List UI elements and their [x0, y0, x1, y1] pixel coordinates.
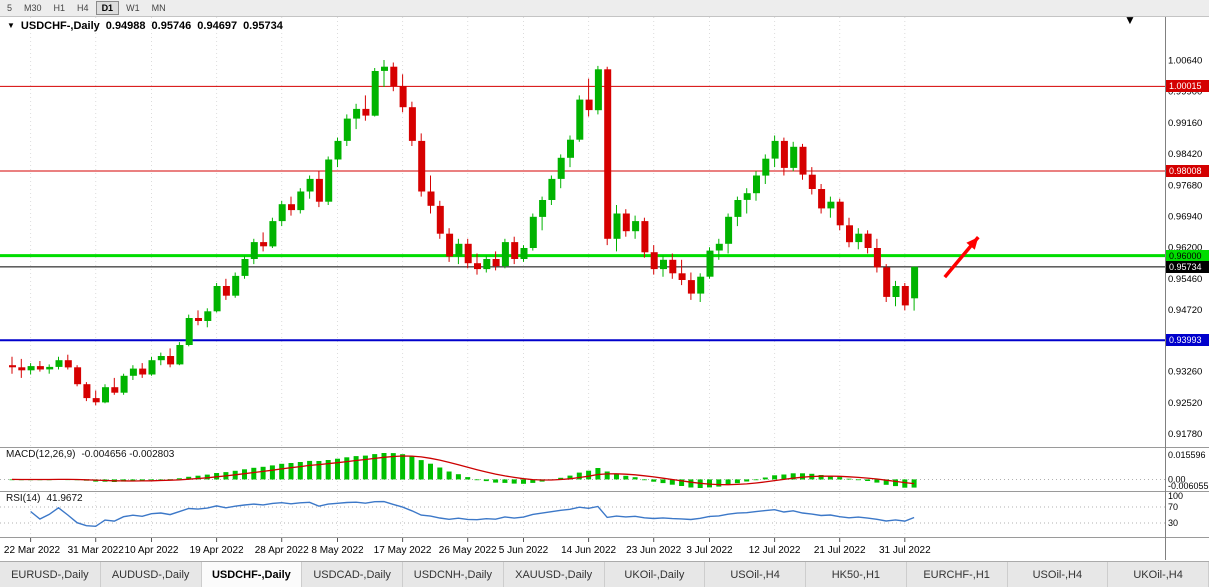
candles-layer — [0, 60, 1165, 406]
svg-text:19 Apr 2022: 19 Apr 2022 — [190, 545, 244, 556]
svg-text:21 Jul 2022: 21 Jul 2022 — [814, 545, 866, 556]
macd-panel: 0.015596 0.00-0.006055 — [0, 450, 1209, 491]
svg-text:28 Apr 2022: 28 Apr 2022 — [255, 545, 309, 556]
svg-text:70: 70 — [1168, 502, 1178, 512]
svg-text:0.97680: 0.97680 — [1168, 180, 1202, 191]
ohlc-low: 0.94697 — [197, 20, 238, 32]
chart-tab-audusd-daily[interactable]: AUDUSD-,Daily — [101, 562, 202, 587]
svg-text:0.92520: 0.92520 — [1168, 398, 1202, 409]
svg-text:0.015596: 0.015596 — [1168, 450, 1206, 460]
timeframe-toolbar: 5 M30 H1 H4 D1 W1 MN — [0, 0, 1209, 17]
svg-text:26 May 2022: 26 May 2022 — [439, 545, 497, 556]
svg-text:22 Mar 2022: 22 Mar 2022 — [4, 545, 61, 556]
ohlc-close: 0.95734 — [243, 20, 283, 32]
svg-text:-0.006055: -0.006055 — [1168, 481, 1209, 491]
grid-layer — [0, 17, 1209, 560]
svg-text:0.93260: 0.93260 — [1168, 367, 1202, 378]
svg-text:0.99160: 0.99160 — [1168, 118, 1202, 129]
price-level-label: 1.00015 — [1166, 80, 1209, 92]
timeframe-button-mn[interactable]: MN — [151, 3, 166, 13]
svg-text:0.99900: 0.99900 — [1168, 87, 1202, 98]
svg-text:0.95460: 0.95460 — [1168, 274, 1202, 285]
svg-text:14 Jun 2022: 14 Jun 2022 — [561, 545, 616, 556]
one-click-trading-icon[interactable]: ▼ — [7, 21, 15, 30]
macd-values: -0.004656 -0.002803 — [81, 449, 175, 460]
chart-tab-eurusd-daily[interactable]: EURUSD-,Daily — [0, 562, 101, 587]
chart-shift-marker-icon[interactable]: ▼ — [1124, 13, 1136, 27]
chart-tab-usdcad-daily[interactable]: USDCAD-,Daily — [302, 562, 403, 587]
chart-tab-eurchf-h1[interactable]: EURCHF-,H1 — [907, 562, 1008, 587]
timeframe-button-h4[interactable]: H4 — [77, 3, 89, 13]
timeframe-button-h1[interactable]: H1 — [53, 3, 66, 13]
svg-text:0.96200: 0.96200 — [1168, 243, 1202, 254]
chart-tab-usoil-h4[interactable]: USOil-,H4 — [1008, 562, 1109, 587]
rsi-indicator-label: RSI(14) 41.9672 — [6, 493, 83, 504]
price-level-label: 0.95734 — [1166, 261, 1209, 273]
ohlc-high: 0.95746 — [151, 20, 192, 32]
svg-text:100: 100 — [1168, 491, 1183, 501]
svg-text:0.91780: 0.91780 — [1168, 429, 1202, 440]
chart-tab-xauusd-daily[interactable]: XAUUSD-,Daily — [504, 562, 605, 587]
svg-text:10 Apr 2022: 10 Apr 2022 — [125, 545, 179, 556]
svg-text:31 Mar 2022: 31 Mar 2022 — [68, 545, 125, 556]
svg-text:30: 30 — [1168, 518, 1178, 528]
chart-tab-usdchf-daily[interactable]: USDCHF-,Daily — [201, 562, 303, 587]
svg-text:23 Jun 2022: 23 Jun 2022 — [626, 545, 681, 556]
arrow-head — [966, 237, 979, 250]
svg-text:0.00: 0.00 — [1168, 474, 1186, 484]
svg-text:5 Jun 2022: 5 Jun 2022 — [499, 545, 549, 556]
chart-symbol-period: USDCHF-,Daily — [20, 20, 100, 32]
chart-title: ▼ USDCHF-,Daily 0.94988 0.95746 0.94697 … — [7, 20, 283, 32]
svg-text:0.94720: 0.94720 — [1168, 305, 1202, 316]
chart-tab-bar: EURUSD-,Daily AUDUSD-,Daily USDCHF-,Daily U… — [0, 561, 1209, 587]
timeframe-button-d1[interactable]: D1 — [95, 1, 120, 15]
timeframe-button-5[interactable]: 5 — [7, 3, 13, 13]
rsi-name: RSI(14) — [6, 493, 41, 504]
rsi-value: 41.9672 — [46, 493, 83, 504]
timeframe-button-m30[interactable]: M30 — [24, 3, 42, 13]
macd-indicator-label: MACD(12,26,9) -0.004656 -0.002803 — [6, 449, 174, 460]
chart-tab-ukoil-h4[interactable]: UKOil-,H4 — [1108, 562, 1209, 587]
chart-tab-hk50-h1[interactable]: HK50-,H1 — [806, 562, 907, 587]
price-level-label: 0.93993 — [1166, 334, 1209, 346]
price-level-label: 0.96000 — [1166, 250, 1209, 262]
chart-tab-ukoil-daily[interactable]: UKOil-,Daily — [605, 562, 706, 587]
date-axis: 22 Mar 2022 31 Mar 2022 10 Apr 2022 19 Apr … — [4, 538, 931, 556]
timeframe-button-w1[interactable]: W1 — [126, 3, 140, 13]
chart-tab-usdcnh-daily[interactable]: USDCNH-,Daily — [403, 562, 504, 587]
macd-name: MACD(12,26,9) — [6, 449, 76, 460]
price-level-label: 0.98008 — [1166, 165, 1209, 177]
svg-text:0.98420: 0.98420 — [1168, 149, 1202, 160]
price-axis: 1.00640 0.99900 0.99160 0.98420 0.97680 0.969… — [1168, 56, 1202, 441]
svg-text:3 Jul 2022: 3 Jul 2022 — [686, 545, 733, 556]
svg-text:0.96940: 0.96940 — [1168, 211, 1202, 222]
svg-text:31 Jul 2022: 31 Jul 2022 — [879, 545, 931, 556]
chart-tab-usoil-h4[interactable]: USOil-,H4 — [705, 562, 806, 587]
svg-text:12 Jul 2022: 12 Jul 2022 — [749, 545, 801, 556]
svg-text:8 May 2022: 8 May 2022 — [311, 545, 364, 556]
svg-text:17 May 2022: 17 May 2022 — [374, 545, 432, 556]
svg-text:1.00640: 1.00640 — [1168, 56, 1202, 67]
ohlc-open: 0.94988 — [105, 20, 146, 32]
